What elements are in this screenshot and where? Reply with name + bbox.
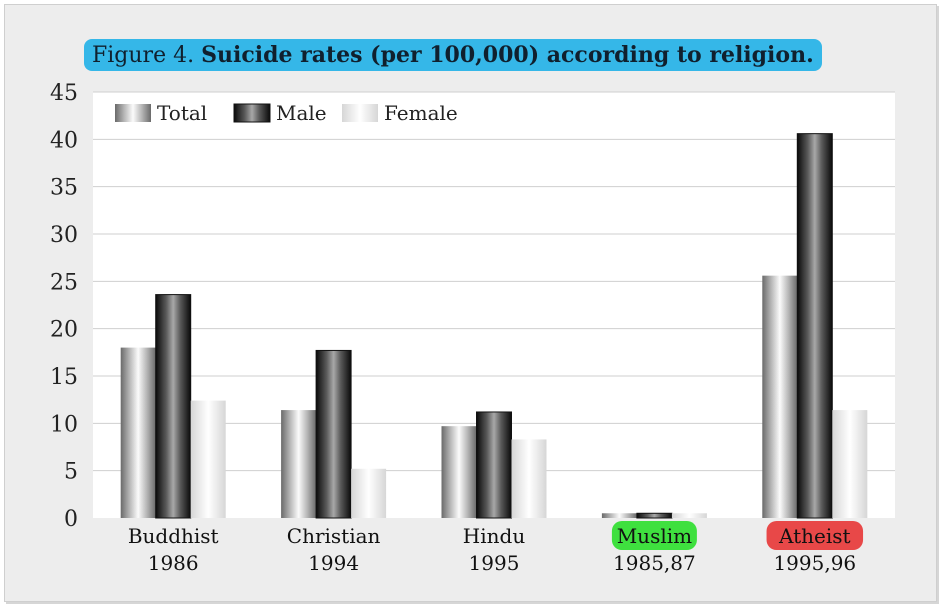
y-tick-label: 25 [50, 270, 78, 295]
y-tick-label: 40 [50, 128, 78, 153]
x-category-label: Atheist [778, 524, 851, 548]
title-prefix: Figure 4. [92, 42, 195, 68]
legend-swatch-total [115, 104, 151, 122]
legend-swatch-male [233, 103, 271, 123]
bar-total-muslim [601, 513, 637, 518]
y-axis: 0 5 10 15 20 25 30 35 40 45 [50, 81, 78, 532]
bar-total-christian [281, 410, 317, 518]
y-tick-label: 15 [50, 365, 78, 390]
bar-male-buddhist [155, 294, 192, 519]
y-tick-label: 30 [50, 223, 78, 248]
x-category-year: 1994 [308, 551, 359, 575]
bar-total-atheist [762, 275, 798, 518]
bar-male-christian [315, 349, 352, 519]
x-axis: Buddhist 1986 Christian 1994 Hindu 1995 Muslim… [128, 521, 864, 575]
y-tick-label: 45 [50, 81, 78, 106]
bar-female-buddhist [190, 400, 226, 518]
category-highlight-atheist [766, 521, 864, 550]
bar-male-atheist [796, 133, 833, 519]
y-tick-label: 5 [64, 460, 78, 485]
x-category-label: Hindu [463, 524, 526, 548]
bar-female-christian [351, 468, 387, 518]
bars [120, 133, 868, 519]
title-text: Suicide rates (per 100,000) according to… [201, 42, 814, 68]
bar-female-hindu [511, 439, 547, 518]
y-tick-label: 20 [50, 318, 78, 343]
y-tick-label: 0 [64, 507, 78, 532]
y-tick-label: 10 [50, 412, 78, 437]
x-category-year: 1995,96 [773, 551, 856, 575]
bar-male-muslim [636, 512, 673, 519]
x-category-year: 1995 [469, 551, 520, 575]
x-category-year: 1985,87 [613, 551, 696, 575]
legend-label-male: Male [276, 101, 327, 125]
x-category-label: Christian [287, 524, 381, 548]
legend-label-female: Female [384, 101, 458, 125]
chart-title: Figure 4. Suicide rates (per 100,000) ac… [84, 39, 822, 71]
bar-female-atheist [832, 410, 868, 518]
bar-male-hindu [476, 411, 512, 519]
x-category-label: Buddhist [128, 524, 219, 548]
gridlines [93, 91, 895, 472]
legend-swatch-female [342, 104, 378, 122]
bar-total-hindu [441, 426, 477, 518]
legend-label-total: Total [157, 101, 207, 125]
x-category-label: Muslim [617, 524, 692, 548]
category-highlight-muslim [611, 521, 697, 550]
y-tick-label: 35 [50, 176, 78, 201]
legend: Total Male Female [115, 101, 458, 125]
bar-total-buddhist [120, 347, 156, 518]
bar-female-muslim [671, 513, 707, 518]
x-category-year: 1986 [148, 551, 199, 575]
